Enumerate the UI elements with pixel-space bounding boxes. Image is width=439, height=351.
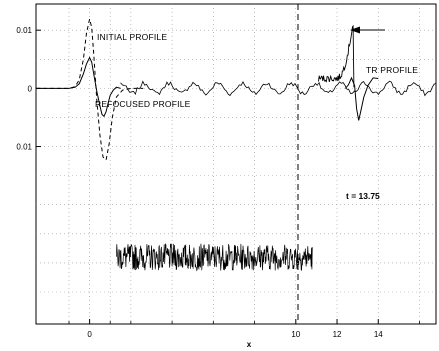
y-tick-label: 0.01 [16, 26, 32, 35]
baseline-oscillation [120, 80, 437, 97]
x-axis-title: x [247, 340, 252, 349]
refocused-profile-label: REFOCUSED PROFILE [95, 99, 191, 109]
y-tick-label: 0.01 [16, 143, 32, 152]
series-line-0 [36, 18, 144, 161]
ticks [36, 29, 420, 324]
y-tick-label: 0 [28, 84, 33, 93]
tr-profile-noisy-line [318, 24, 355, 88]
series-line-2 [344, 76, 379, 121]
time-label: t = 13.75 [346, 191, 380, 201]
curves [36, 18, 437, 272]
tick-labels: 0 10 12 14 0.01 0 0.01 [16, 26, 383, 339]
direction-arrow [350, 26, 385, 34]
series-line-1 [36, 56, 121, 118]
initial-profile-label: INITIAL PROFILE [97, 32, 167, 42]
plot-frame [35, 3, 437, 325]
x-tick-label: 0 [87, 330, 92, 339]
noise-band [116, 243, 313, 272]
x-tick-label: 12 [333, 330, 342, 339]
tr-profile-label: TR PROFILE [366, 65, 418, 75]
x-tick-label: 10 [291, 330, 300, 339]
grid [36, 4, 436, 324]
x-tick-label: 14 [374, 330, 383, 339]
